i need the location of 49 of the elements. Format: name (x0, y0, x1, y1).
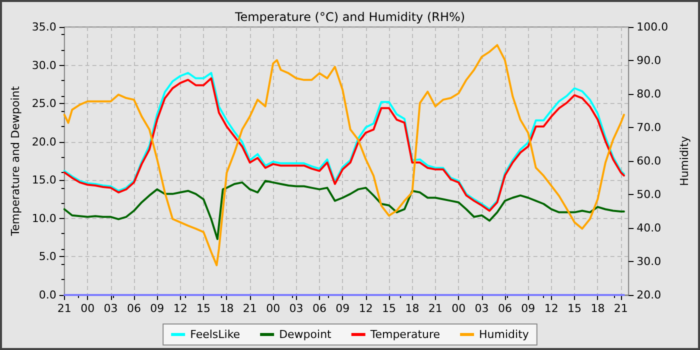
x-tick-label: 18 (590, 302, 605, 315)
y2-axis-title: Humidity (678, 136, 691, 186)
x-tick-label: 06 (312, 302, 326, 315)
x-tick-label: 18 (220, 302, 234, 315)
x-tick-label: 15 (196, 302, 211, 315)
y-tick-label: 15.0 (32, 174, 56, 187)
y-tick-label: 35.0 (32, 20, 56, 34)
y-tick-label: 0.0 (38, 288, 56, 302)
y-axis-title: Temperature and Dewpoint (9, 85, 22, 237)
y-tick-label: 20.0 (32, 135, 56, 148)
y-tick-label: 25.0 (32, 97, 56, 110)
y2-tick-label: 100.0 (636, 20, 668, 34)
x-tick-label: 21 (242, 302, 257, 315)
y2-tick-label: 90.0 (636, 54, 662, 67)
x-tick-label: 12 (173, 302, 188, 315)
x-tick-label: 00 (266, 302, 280, 315)
x-tick-label: 21 (614, 302, 628, 315)
y2-tick-label: 60.0 (636, 154, 662, 168)
x-tick-label: 21 (57, 302, 72, 315)
y-tick-label: 10.0 (32, 212, 56, 225)
x-tick-label: 18 (405, 302, 420, 315)
x-tick-label: 15 (568, 302, 582, 315)
legend-label: Dewpoint (279, 328, 332, 341)
x-tick-label: 00 (452, 302, 466, 315)
x-tick-label: 09 (150, 302, 164, 315)
y-tick-label: 30.0 (32, 58, 56, 72)
x-tick-label: 12 (544, 302, 558, 315)
y2-tick-label: 70.0 (636, 121, 662, 134)
x-tick-label: 09 (336, 302, 350, 315)
y2-tick-label: 30.0 (636, 255, 662, 268)
x-tick-label: 09 (521, 302, 536, 315)
y2-tick-label: 20.0 (636, 288, 662, 302)
y2-tick-label: 40.0 (636, 222, 662, 234)
legend-label: Temperature (369, 328, 440, 341)
x-tick-label: 21 (428, 302, 442, 315)
y-tick-label: 5.0 (38, 250, 56, 264)
x-tick-label: 06 (126, 302, 141, 315)
x-tick-label: 03 (474, 302, 489, 315)
x-tick-label: 12 (358, 302, 373, 315)
x-tick-label: 03 (289, 302, 304, 315)
x-tick-label: 00 (80, 302, 95, 315)
x-tick-label: 06 (498, 302, 512, 315)
x-tick-label: 03 (104, 302, 118, 315)
chart-title: Temperature (°C) and Humidity (RH%) (234, 10, 466, 24)
x-tick-label: 15 (382, 302, 396, 315)
legend-label: Humidity (479, 328, 530, 341)
legend-label: FeelsLike (190, 328, 240, 341)
y2-tick-label: 50.0 (636, 188, 662, 201)
y2-tick-label: 80.0 (636, 88, 662, 100)
